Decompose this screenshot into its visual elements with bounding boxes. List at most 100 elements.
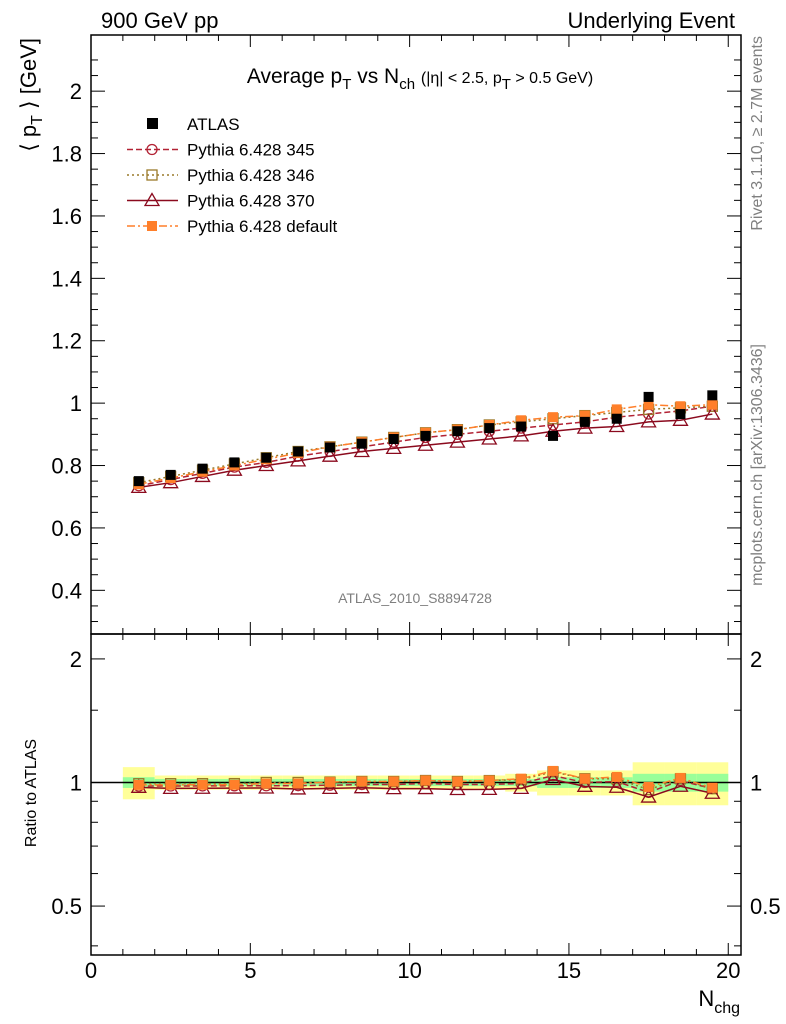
legend-label: Pythia 6.428 370 bbox=[187, 192, 315, 211]
legend-marker bbox=[143, 192, 161, 207]
series-point bbox=[576, 419, 594, 434]
x-axis-label: Nchg bbox=[698, 986, 740, 1017]
data-point-atlas bbox=[420, 430, 431, 441]
ratio-point bbox=[388, 776, 399, 787]
ratio-series-layer bbox=[130, 765, 721, 803]
series-point bbox=[675, 401, 686, 412]
ratio-tick-label-left: 0.5 bbox=[51, 894, 82, 919]
series-line bbox=[138, 405, 713, 487]
ratio-point bbox=[643, 781, 654, 792]
ratio-plot-frame bbox=[90, 633, 742, 956]
legend-label: Pythia 6.428 345 bbox=[187, 141, 315, 160]
ratio-point bbox=[544, 771, 562, 786]
ratio-point bbox=[165, 779, 176, 790]
legend-label: ATLAS bbox=[187, 115, 240, 134]
series-point bbox=[643, 399, 654, 410]
y-tick-label: 2 bbox=[70, 79, 82, 104]
ratio-point bbox=[356, 776, 367, 787]
rivet-label: Rivet 3.1.10, ≥ 2.7M events bbox=[749, 36, 766, 231]
legend-marker bbox=[146, 169, 158, 181]
legend-item: ATLAS bbox=[147, 115, 240, 134]
y-tick-label: 0.6 bbox=[51, 516, 82, 541]
ratio-tick-label-right: 2 bbox=[750, 647, 762, 672]
ratio-point bbox=[576, 778, 594, 792]
data-point-atlas bbox=[133, 476, 144, 487]
ratio-point bbox=[481, 781, 498, 796]
y-tick-label: 0.8 bbox=[51, 454, 82, 479]
y-tick-label: 1.8 bbox=[51, 142, 82, 167]
ratio-point bbox=[516, 773, 527, 784]
ratio-point bbox=[133, 779, 144, 790]
data-point-atlas bbox=[197, 463, 208, 474]
legend-item: Pythia 6.428 345 bbox=[127, 141, 315, 160]
axes: 0 5 10 15 20 0.4 0.6 0.8 1 1.2 1.4 1.6 1.8 2 0.5 0.5 1 1 2… bbox=[51, 34, 781, 983]
series-line bbox=[138, 405, 713, 484]
series-point bbox=[608, 418, 625, 433]
legend-label: Pythia 6.428 346 bbox=[187, 166, 315, 185]
data-point-atlas bbox=[484, 423, 495, 434]
series-point bbox=[481, 430, 498, 445]
legend-marker bbox=[147, 221, 157, 231]
y-tick-label: 0.4 bbox=[51, 578, 82, 603]
data-point-atlas bbox=[165, 469, 176, 480]
ratio-y-axis-label: Ratio to ATLAS bbox=[23, 739, 40, 847]
series-point bbox=[513, 427, 530, 442]
x-tick-label: 15 bbox=[557, 958, 581, 983]
header-right: Underlying Event bbox=[567, 8, 735, 33]
ratio-point bbox=[611, 771, 622, 782]
series-point bbox=[417, 436, 434, 451]
ratio-point bbox=[672, 777, 689, 792]
x-tick-label: 10 bbox=[397, 958, 421, 983]
series-point bbox=[385, 440, 402, 455]
chart-title: Average pT​ vs Nch​ (|η| < 2.5, pT​ > 0.… bbox=[247, 65, 593, 93]
ratio-point bbox=[321, 780, 339, 795]
series-point bbox=[321, 447, 339, 462]
data-point-atlas bbox=[452, 426, 463, 437]
ratio-point bbox=[420, 775, 431, 786]
ratio-point bbox=[579, 773, 590, 784]
data-point-atlas bbox=[356, 438, 367, 449]
data-point-atlas bbox=[324, 442, 335, 453]
series-point bbox=[548, 412, 559, 423]
ratio-point bbox=[608, 778, 625, 793]
ratio-point bbox=[385, 780, 402, 795]
ratio-point bbox=[484, 775, 495, 786]
series-point bbox=[258, 457, 275, 472]
ratio-point bbox=[353, 779, 370, 794]
legend-item: Pythia 6.428 default bbox=[127, 217, 338, 236]
y-tick-label: 1 bbox=[70, 391, 82, 416]
series-point bbox=[289, 452, 307, 467]
series-point bbox=[707, 399, 718, 410]
series-point bbox=[640, 413, 657, 428]
data-point-atlas bbox=[707, 390, 718, 401]
ratio-point bbox=[707, 782, 718, 793]
data-point-atlas bbox=[261, 452, 272, 463]
header-left: 900 GeV pp bbox=[101, 8, 218, 33]
main-series-layer bbox=[130, 390, 721, 494]
data-point-atlas bbox=[229, 457, 240, 468]
series-point bbox=[353, 443, 370, 458]
analysis-label: ATLAS_2010_S8894728 bbox=[338, 590, 492, 606]
data-point-atlas bbox=[516, 421, 527, 432]
series-point bbox=[704, 405, 721, 420]
data-point-atlas bbox=[675, 409, 686, 420]
ratio-point bbox=[452, 776, 463, 787]
mcplots-label: mcplots.cern.ch [arXiv:1306.3436] bbox=[749, 344, 766, 586]
ratio-point bbox=[640, 788, 657, 803]
ratio-tick-label-right: 1 bbox=[750, 770, 762, 795]
x-tick-label: 5 bbox=[244, 958, 256, 983]
legend-marker bbox=[146, 143, 158, 156]
ratio-point bbox=[293, 778, 304, 789]
data-point-atlas bbox=[643, 391, 654, 402]
ratio-point bbox=[513, 780, 530, 795]
data-point-atlas bbox=[293, 446, 304, 457]
legend-marker bbox=[147, 118, 158, 129]
y-tick-label: 1.4 bbox=[51, 266, 82, 291]
y-axis-label: ⟨ pT ⟩ [GeV] bbox=[16, 38, 46, 152]
y-tick-label: 1.2 bbox=[51, 329, 82, 354]
legend-item: Pythia 6.428 346 bbox=[127, 166, 315, 185]
ratio-tick-label-left: 1 bbox=[70, 770, 82, 795]
ratio-tick-label-left: 2 bbox=[70, 647, 82, 672]
legend: ATLAS Pythia 6.428 345 Pythia 6.428 346 Pyt… bbox=[127, 115, 338, 236]
